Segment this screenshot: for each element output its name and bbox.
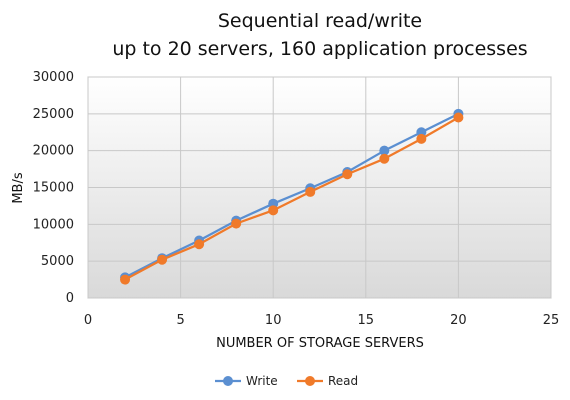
legend-item-read: Read — [297, 374, 358, 388]
y-tick-labels: 0 5000 10000 15000 20000 25000 30000 — [33, 70, 74, 306]
y-tick-label: 20000 — [33, 144, 74, 159]
legend: Write Read — [215, 374, 358, 388]
legend-item-write: Write — [215, 374, 278, 388]
data-point-read — [120, 274, 131, 285]
x-tick-label: 20 — [450, 313, 467, 328]
data-point-read — [379, 153, 390, 164]
legend-label-read: Read — [328, 374, 358, 388]
data-point-read — [342, 169, 353, 180]
y-tick-label: 0 — [66, 291, 74, 306]
series-read — [120, 112, 464, 285]
x-tick-label: 25 — [543, 313, 560, 328]
x-tick-labels: 0 5 10 15 20 25 — [84, 313, 559, 328]
series-line-write — [124, 112, 459, 279]
y-tick-label: 10000 — [33, 217, 74, 232]
data-point-write — [379, 145, 390, 156]
chart-title-line-1: Sequential read/write — [218, 10, 422, 32]
y-tick-label: 15000 — [33, 181, 74, 196]
data-point-read — [453, 112, 464, 123]
x-tick-label: 5 — [176, 313, 184, 328]
y-tick-label: 5000 — [41, 254, 74, 269]
y-tick-label: 30000 — [33, 70, 74, 85]
x-tick-label: 10 — [265, 313, 282, 328]
y-tick-label: 25000 — [33, 107, 74, 122]
y-axis-title: MB/s — [11, 172, 26, 204]
legend-label-write: Write — [246, 374, 278, 388]
data-point-read — [231, 218, 242, 229]
x-axis-title: NUMBER OF STORAGE SERVERS — [216, 336, 424, 351]
legend-marker-read — [305, 376, 315, 386]
data-point-read — [305, 186, 316, 197]
series-line-read — [124, 116, 459, 281]
data-point-read — [194, 239, 205, 250]
legend-marker-write — [223, 376, 233, 386]
chart-title-line-2: up to 20 servers, 160 application proces… — [112, 38, 527, 60]
data-point-read — [268, 205, 279, 216]
data-point-read — [157, 254, 168, 265]
series — [120, 108, 464, 285]
x-tick-label: 15 — [358, 313, 375, 328]
data-point-read — [416, 133, 427, 144]
x-tick-label: 0 — [84, 313, 92, 328]
